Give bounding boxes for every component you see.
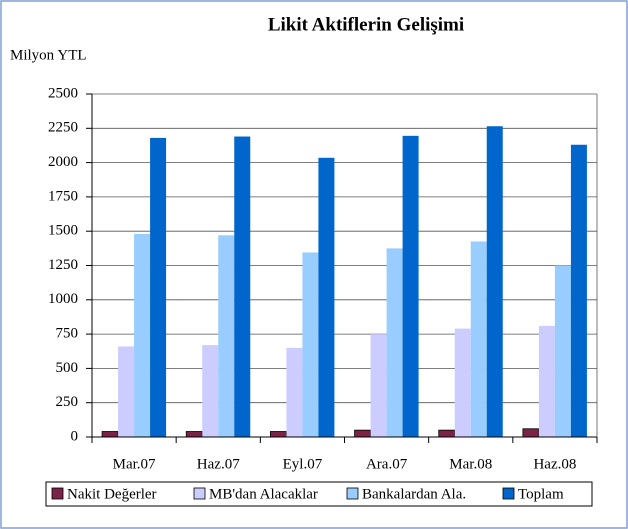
y-tick-label: 500 <box>56 360 79 376</box>
chart-title: Likit Aktiflerin Gelişimi <box>268 14 464 35</box>
bar <box>134 233 151 437</box>
bar <box>185 431 203 438</box>
bar <box>118 346 135 437</box>
legend-label: Nakit Değerler <box>67 486 157 502</box>
y-tick-label: 1000 <box>48 291 78 307</box>
bar <box>370 334 387 437</box>
y-tick-label: 1250 <box>48 257 78 273</box>
bar <box>354 429 371 438</box>
bar <box>522 428 540 438</box>
bar <box>554 265 571 437</box>
bar <box>302 252 319 437</box>
bar <box>538 325 555 437</box>
legend-swatch <box>346 487 359 500</box>
y-tick-label: 2250 <box>48 120 78 136</box>
bar <box>570 144 587 437</box>
bar <box>234 136 251 438</box>
bar <box>202 345 219 437</box>
legend-label: Toplam <box>518 486 564 502</box>
x-tick-label: Ara.07 <box>366 456 408 472</box>
y-tick-label: 2000 <box>48 154 78 170</box>
y-tick-label: 1750 <box>48 188 78 204</box>
bar <box>438 429 456 438</box>
bar <box>286 347 303 437</box>
x-tick-label: Mar.08 <box>449 456 492 472</box>
bar <box>454 328 471 437</box>
bar <box>101 431 119 438</box>
bar <box>470 241 487 437</box>
y-tick-label: 0 <box>71 428 79 444</box>
y-tick-label: 2500 <box>48 85 78 101</box>
legend-swatch <box>51 487 64 500</box>
bar <box>218 235 235 437</box>
x-tick-label: Eyl.07 <box>283 456 323 472</box>
bar <box>386 248 403 437</box>
x-tick-label: Haz.07 <box>197 456 240 472</box>
bar <box>150 137 167 438</box>
bar <box>270 431 287 438</box>
y-tick-label: 750 <box>56 326 79 342</box>
bar <box>486 126 503 437</box>
x-tick-label: Mar.07 <box>113 456 156 472</box>
y-axis-label: Milyon YTL <box>10 47 87 63</box>
legend-box <box>45 481 593 507</box>
x-tick-label: Haz.08 <box>533 456 576 472</box>
y-tick-label: 1500 <box>48 223 78 239</box>
legend-label: MB'dan Alacaklar <box>209 486 318 502</box>
bar <box>402 135 419 437</box>
bar <box>318 157 335 437</box>
legend-swatch <box>193 487 206 500</box>
legend-label: Bankalardan Ala. <box>362 486 466 502</box>
legend-swatch <box>502 487 515 500</box>
y-tick-label: 250 <box>56 394 79 410</box>
